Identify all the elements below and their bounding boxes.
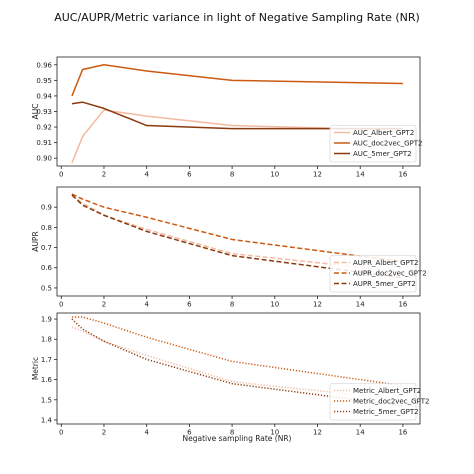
series-line-aupr-5mer-gpt2 (71, 194, 404, 279)
y-tick-label: 0.96 (36, 61, 52, 69)
x-tick-label: 2 (102, 429, 106, 437)
y-tick-label: 0.6 (41, 264, 53, 272)
legend: Metric_Albert_GPT2 Metric_doc2vec_GPT2 Met… (329, 383, 429, 421)
chart-panels: 0 2 4 6 8 10 12 14 160.900.910.920.930.940.950.9… (31, 56, 429, 437)
y-tick-label: 1.9 (41, 316, 52, 324)
y-tick-label: 1.7 (41, 356, 52, 364)
x-tick-label: 4 (144, 429, 149, 437)
legend-entry: AUC_Albert_GPT2 (353, 129, 414, 137)
y-tick-label: 0.90 (36, 155, 52, 163)
x-tick-label: 10 (270, 171, 279, 179)
x-tick-label: 10 (270, 301, 279, 309)
legend-entry: AUC_5mer_GPT2 (353, 150, 412, 158)
y-axis-label: AUC (31, 104, 40, 120)
x-tick-label: 16 (398, 171, 407, 179)
series-line-metric-doc2vec-gpt2 (71, 316, 404, 387)
legend: AUC_Albert_GPT2 AUC_doc2vec_GPT2 AUC_5mer_… (329, 125, 423, 163)
legend-box (329, 255, 417, 293)
x-tick-label: 8 (230, 171, 234, 179)
legend-entry: AUPR_5mer_GPT2 (353, 280, 416, 288)
panel-auc: 0 2 4 6 8 10 12 14 16 0.90 0.91 0.92 0.93 0.94 0.95 0.9… (31, 56, 423, 179)
y-tick-label: 0.7 (41, 244, 52, 252)
x-axis-label: Negative sampling Rate (NR) (183, 434, 292, 443)
y-tick-label: 0.92 (36, 124, 52, 132)
legend-box (329, 125, 417, 163)
x-tick-label: 4 (144, 171, 149, 179)
x-tick-label: 14 (356, 301, 365, 309)
x-tick-label: 12 (313, 429, 322, 437)
x-tick-label: 6 (187, 429, 192, 437)
figure-title: AUC/AUPR/Metric variance in light of Neg… (54, 11, 420, 24)
legend-entry: AUPR_doc2vec_GPT2 (353, 270, 427, 278)
legend-entry: AUC_doc2vec_GPT2 (353, 140, 423, 148)
x-tick-label: 2 (102, 301, 106, 309)
axis-frame (56, 312, 421, 425)
series-line-aupr-albert-gpt2 (71, 194, 403, 273)
x-tick-label: 16 (398, 301, 407, 309)
panel-aupr: 0 2 4 6 8 10 12 14 16 0.5 0.6 0.7 0.8 0.9 AUPR AUPR_Alb… (31, 186, 427, 309)
x-tick-label: 0 (59, 429, 63, 437)
x-tick-label: 14 (356, 171, 365, 179)
y-tick-label: 0.9 (41, 204, 52, 212)
y-tick-label: 0.8 (41, 224, 52, 232)
series-line-metric-albert-gpt2 (71, 326, 403, 401)
x-tick-label: 0 (59, 171, 63, 179)
y-tick-label: 0.91 (36, 139, 52, 147)
x-tick-label: 0 (59, 301, 63, 309)
y-tick-label: 0.93 (36, 108, 52, 116)
x-tick-label: 2 (102, 171, 106, 179)
y-tick-label: 1.6 (41, 376, 53, 384)
y-tick-label: 1.5 (41, 396, 52, 404)
x-tick-label: 4 (144, 301, 149, 309)
x-tick-label: 14 (356, 429, 365, 437)
y-axis-label: Metric (31, 357, 40, 380)
x-tick-label: 6 (187, 301, 192, 309)
y-tick-label: 0.95 (36, 77, 52, 85)
y-tick-label: 1.4 (41, 416, 53, 424)
x-tick-label: 12 (313, 171, 322, 179)
panel-metric: 0 2 4 6 8 10 12 14 16 1.4 1.5 1.6 1.7 1.8 1.9 Metric Met… (31, 312, 429, 437)
x-tick-label: 12 (313, 301, 322, 309)
series-line-auc-doc2vec-gpt2 (71, 64, 403, 97)
x-tick-label: 16 (398, 429, 407, 437)
legend-entry: Metric_doc2vec_GPT2 (353, 398, 429, 406)
x-tick-label: 8 (230, 429, 234, 437)
series-line-auc-5mer-gpt2 (71, 101, 403, 130)
y-axis-label: AUPR (31, 231, 40, 251)
x-tick-label: 10 (270, 429, 279, 437)
series-line-metric-5mer-gpt2 (71, 318, 404, 407)
y-tick-label: 0.5 (41, 284, 52, 292)
y-tick-label: 0.94 (36, 92, 52, 100)
series-line-auc-albert-gpt2 (71, 109, 403, 164)
x-tick-label: 8 (230, 301, 234, 309)
x-tick-label: 6 (187, 171, 192, 179)
series-line-aupr-doc2vec-gpt2 (71, 193, 404, 263)
legend-entry: Metric_Albert_GPT2 (353, 387, 421, 395)
axis-frame (56, 186, 421, 297)
y-tick-label: 1.8 (41, 336, 52, 344)
legend-box (329, 383, 417, 421)
legend: AUPR_Albert_GPT2 AUPR_doc2vec_GPT2 AUPR_5m… (329, 255, 427, 293)
legend-entry: Metric_5mer_GPT2 (353, 408, 419, 416)
legend-entry: AUPR_Albert_GPT2 (353, 259, 418, 267)
